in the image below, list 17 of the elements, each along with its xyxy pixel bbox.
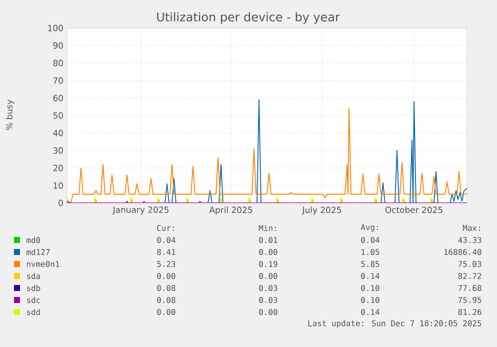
y-axis-title: % busy <box>6 100 14 130</box>
y-tick-label: 20 <box>53 164 63 172</box>
y-tick-label: 30 <box>53 147 63 154</box>
y-tick-label: 10 <box>54 182 63 189</box>
y-tick-label: 100 <box>48 24 63 32</box>
y-tick-label: 70 <box>53 77 63 84</box>
x-tick-label: July 2025 <box>302 206 341 215</box>
y-tick-label: 90 <box>53 42 63 49</box>
y-tick-label: 50 <box>53 112 63 119</box>
x-tick-label: April 2025 <box>209 206 252 215</box>
chart-title: Utilization per device - by year <box>157 12 340 24</box>
y-tick-label: 60 <box>53 94 63 102</box>
y-tick-label: 40 <box>53 130 63 136</box>
y-tick-label: 0 <box>58 200 63 206</box>
y-tick-label: 80 <box>53 60 63 66</box>
x-tick-label: October 2025 <box>385 206 442 214</box>
x-tick-label: January 2025 <box>112 206 168 215</box>
